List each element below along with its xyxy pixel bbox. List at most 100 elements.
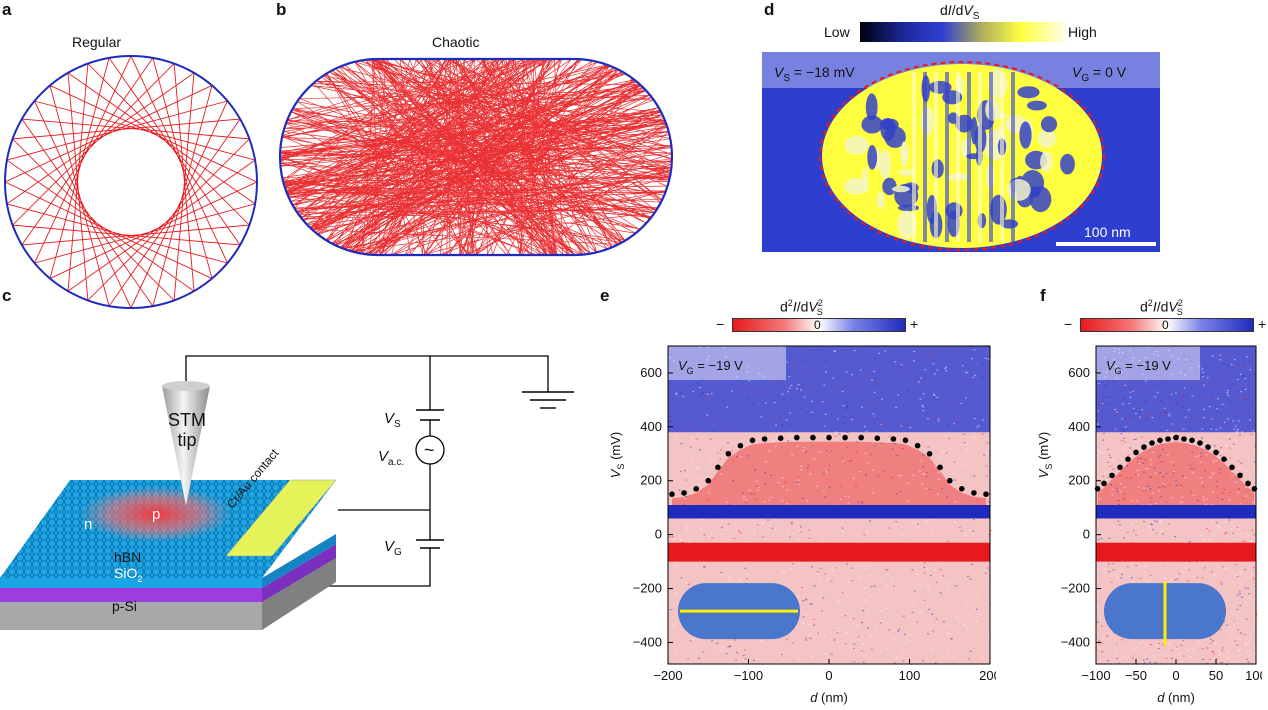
noise-pixel [753,493,756,495]
noise-pixel [1126,465,1129,467]
noise-pixel [1185,359,1188,361]
noise-pixel [1096,482,1099,484]
noise-pixel [975,608,978,610]
noise-pixel [1220,662,1223,664]
noise-pixel [847,580,850,583]
noise-pixel [1108,571,1111,573]
noise-pixel [1109,580,1112,582]
noise-pixel [1097,661,1100,663]
noise-pixel [679,539,682,541]
noise-pixel [1245,398,1248,400]
noise-pixel [973,475,976,477]
noise-pixel [1160,495,1163,497]
noise-pixel [777,396,780,398]
noise-pixel [1120,577,1123,579]
noise-pixel [1164,412,1166,414]
noise-pixel [675,564,678,566]
noise-pixel [1192,419,1194,422]
noise-pixel [1204,540,1207,542]
noise-pixel [1126,477,1129,479]
noise-pixel [990,663,992,665]
noise-pixel [1114,408,1116,411]
noise-pixel [849,646,852,648]
x-axis-label: d (nm) [1157,690,1195,705]
noise-pixel [945,370,948,372]
noise-pixel [873,391,876,393]
noise-pixel [669,536,672,538]
noise-pixel [973,349,976,351]
noise-pixel [810,656,813,658]
noise-pixel [888,435,891,437]
noise-pixel [701,353,704,355]
noise-pixel [1254,446,1257,448]
noise-pixel [1221,403,1224,405]
noise-pixel [1107,477,1110,479]
ldos-pattern [822,64,1102,248]
noise-pixel [1107,563,1110,565]
noise-pixel [1162,402,1165,404]
noise-pixel [933,393,935,395]
noise-pixel [1116,576,1119,578]
stm-tip-label: STM tip [168,410,206,450]
noise-pixel [987,501,990,503]
noise-pixel [1096,392,1099,395]
noise-pixel [955,616,958,618]
boundary-dot [761,436,768,442]
noise-pixel [691,493,693,495]
noise-pixel [1238,590,1241,592]
noise-pixel [756,524,759,526]
noise-pixel [1196,561,1199,563]
noise-pixel [1159,521,1162,523]
noise-pixel [1111,488,1114,490]
noise-pixel [1139,371,1142,373]
noise-pixel [1199,534,1202,536]
noise-pixel [825,471,828,473]
noise-pixel [809,373,812,375]
noise-pixel [926,520,929,522]
noise-pixel [853,661,856,663]
noise-pixel [874,626,877,628]
noise-pixel [719,473,722,475]
noise-pixel [916,523,919,525]
noise-pixel [797,384,800,386]
noise-pixel [1118,352,1121,354]
noise-pixel [1116,657,1119,660]
noise-pixel [858,380,861,382]
noise-pixel [1189,361,1192,363]
noise-pixel [1143,662,1146,664]
noise-pixel [709,371,712,374]
noise-pixel [1136,469,1139,471]
noise-pixel [946,587,949,589]
noise-pixel [951,656,954,658]
noise-pixel [965,397,968,399]
noise-pixel [1237,428,1240,430]
noise-pixel [756,480,759,482]
noise-pixel [1206,377,1209,379]
noise-pixel [836,602,839,605]
f-colorbar-zero: 0 [1162,318,1169,332]
noise-pixel [950,581,953,583]
noise-pixel [872,413,875,415]
noise-pixel [1182,394,1185,396]
noise-pixel [746,371,749,373]
device-stack [0,479,337,630]
noise-pixel [1183,387,1186,389]
noise-pixel [845,632,848,634]
noise-pixel [1101,452,1104,454]
noise-pixel [795,346,798,348]
noise-pixel [875,383,878,385]
noise-pixel [720,571,723,574]
noise-pixel [851,374,854,376]
noise-pixel [1239,434,1241,436]
noise-pixel [1120,372,1123,374]
noise-pixel [761,522,764,525]
noise-pixel [1242,374,1245,377]
noise-pixel [1191,451,1194,453]
noise-pixel [831,531,834,533]
noise-pixel [1108,465,1111,467]
noise-pixel [1144,566,1147,568]
ldos-speckle [876,192,885,210]
noise-pixel [1118,503,1121,505]
noise-pixel [934,662,937,664]
noise-pixel [1154,403,1157,406]
